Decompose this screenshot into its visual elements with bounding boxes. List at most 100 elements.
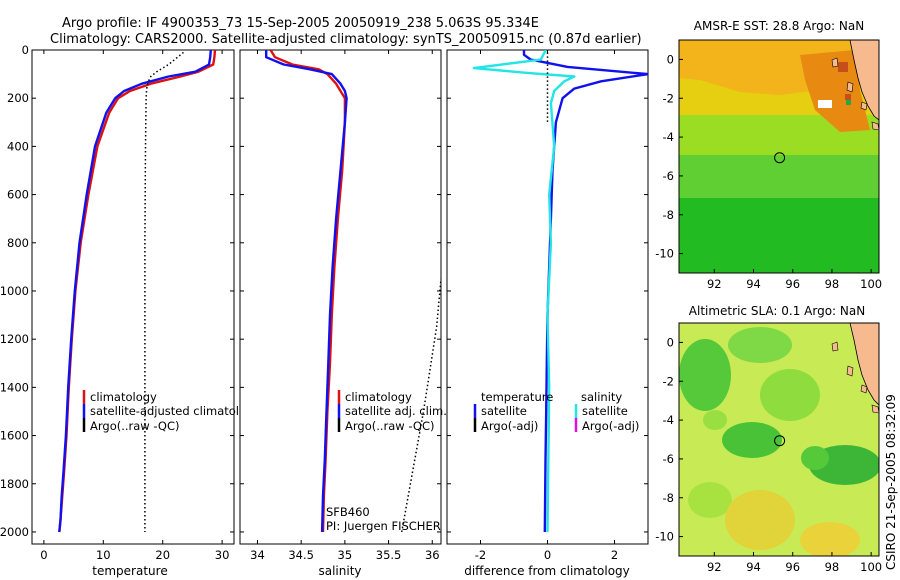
x-tick-label: 34.5 <box>288 548 314 562</box>
y-tick-label: 1400 <box>0 380 29 394</box>
legend-satellite-label: satellite-adjusted climatolog <box>90 404 253 418</box>
sla-mid-patch <box>703 410 727 430</box>
x-tick-label: 34 <box>250 548 265 562</box>
sst-land-island <box>871 121 879 131</box>
y-tick-label: 400 <box>7 139 29 153</box>
sst-hot-pixel <box>845 94 851 100</box>
temperature-series <box>58 50 217 533</box>
series-temperature-satellite <box>522 50 648 533</box>
map-y-tick-label: -2 <box>663 374 674 388</box>
series-argo-raw-qc <box>400 278 441 533</box>
salinity-xlabel: salinity <box>318 564 361 578</box>
map-y-tick-label: -4 <box>663 413 674 427</box>
sla-map-field <box>679 323 879 556</box>
legend-temp-satellite-label: satellite <box>481 404 527 418</box>
series-satellite-adjusted-climatology <box>58 50 212 533</box>
map-y-tick-label: -8 <box>663 491 674 505</box>
map-x-tick-label: 92 <box>707 560 722 574</box>
map-y-tick-label: -10 <box>655 247 674 261</box>
x-tick-label: -2 <box>475 548 486 562</box>
map-y-tick-label: -4 <box>663 130 674 144</box>
y-tick-label: 2000 <box>0 525 29 539</box>
sst-map-title: AMSR-E SST: 28.8 Argo: NaN <box>694 19 864 33</box>
sla-low-patch <box>728 327 792 363</box>
temperature-legend: climatology satellite-adjusted climatolo… <box>82 390 253 433</box>
map-x-tick-label: 100 <box>860 277 882 291</box>
sst-land-sumatra <box>849 40 879 121</box>
map-x-tick-label: 98 <box>825 277 840 291</box>
sst-green-pixel <box>846 100 851 105</box>
map-y-tick-label: 0 <box>667 52 674 66</box>
sst-map-panel: AMSR-E SST: 28.8 Argo: NaN 92 94 96 98 100 0 -… <box>655 19 882 291</box>
sla-land-island <box>860 384 868 394</box>
sst-land-island <box>831 57 839 68</box>
map-x-tick-label: 92 <box>707 277 722 291</box>
x-tick-label: 20 <box>155 548 170 562</box>
salinity-panel: 34 34.5 35 35.5 36 salinity climatology sate… <box>239 49 447 578</box>
legend-climatology-label: climatology <box>90 390 157 404</box>
sla-high-patch <box>725 490 795 550</box>
sst-map-field <box>679 40 879 273</box>
map-y-tick-label: -6 <box>663 169 674 183</box>
legend-climatology-label: climatology <box>345 390 412 404</box>
legend-satellite-label: satellite adj. clim. <box>345 404 447 418</box>
map-x-tick-label: 96 <box>785 277 800 291</box>
sla-high-patch <box>800 522 860 556</box>
sst-map-ticks: 92 94 96 98 100 0 -2 -4 -6 -8 -10 <box>655 52 882 291</box>
legend-sal-satellite-label: satellite <box>582 404 628 418</box>
map-y-tick-label: -10 <box>655 530 674 544</box>
sla-land-island <box>846 365 854 377</box>
sst-missing-pixel <box>818 100 832 108</box>
x-tick-label: 0 <box>40 548 47 562</box>
x-tick-label: 0 <box>544 548 551 562</box>
difference-legend: temperature satellite Argo(-adj) salinit… <box>473 390 639 433</box>
sla-map-title: Altimetric SLA: 0.1 Argo: NaN <box>689 304 865 318</box>
series-argo-raw-qc <box>144 51 184 532</box>
sla-land-island <box>871 404 879 414</box>
y-tick-label: 200 <box>7 91 29 105</box>
legend-temp-argo-label: Argo(-adj) <box>481 419 538 433</box>
x-tick-label: 30 <box>215 548 230 562</box>
sst-warmest-zone <box>800 50 870 132</box>
y-tick-label: 1600 <box>0 429 29 443</box>
sst-land-island <box>846 81 854 93</box>
salinity-ticks: 34 34.5 35 35.5 36 <box>240 49 441 562</box>
map-y-tick-label: -6 <box>663 452 674 466</box>
map-x-tick-label: 94 <box>746 277 761 291</box>
sst-hot-pixel <box>838 62 848 72</box>
sst-map-frame <box>678 39 880 274</box>
y-tick-label: 800 <box>7 236 29 250</box>
difference-ticks: -2 0 2 <box>447 49 648 562</box>
x-tick-label: 36 <box>425 548 440 562</box>
sla-argo-location-marker <box>774 435 786 447</box>
sla-low-patch <box>722 422 782 458</box>
title-line-1: Argo profile: IF 4900353_73 15-Sep-2005 … <box>62 16 539 31</box>
map-x-tick-label: 96 <box>785 560 800 574</box>
legend-argo-label: Argo(..raw -QC) <box>345 419 435 433</box>
map-x-tick-label: 98 <box>825 560 840 574</box>
series-salinity-satellite <box>472 50 576 533</box>
timestamp-side-label: CSIRO 21-Sep-2005 08:32:09 <box>884 394 898 570</box>
map-y-tick-label: -2 <box>663 91 674 105</box>
y-tick-label: 1000 <box>0 284 29 298</box>
sla-mid-patch <box>688 482 732 518</box>
series-satellite-adj-clim <box>265 50 348 533</box>
difference-series <box>472 50 648 533</box>
map-x-tick-label: 94 <box>746 560 761 574</box>
x-tick-label: 2 <box>611 548 618 562</box>
sla-land-island <box>831 341 839 352</box>
sla-map-panel: Altimetric SLA: 0.1 Argo: NaN 92 94 96 98 10… <box>655 304 882 574</box>
legend-temperature-heading: temperature <box>481 390 553 404</box>
x-tick-label: 10 <box>96 548 111 562</box>
legend-argo-label: Argo(..raw -QC) <box>90 419 180 433</box>
legend-sal-argo-label: Argo(-adj) <box>582 419 639 433</box>
sst-argo-location-marker <box>774 152 786 164</box>
temperature-xlabel: temperature <box>92 564 167 578</box>
sla-low-patch <box>679 339 731 411</box>
float-annotation-line1: SFB460 <box>326 505 370 519</box>
x-tick-label: 35.5 <box>376 548 402 562</box>
salinity-legend: climatology satellite adj. clim. Argo(..… <box>337 390 447 433</box>
y-tick-label: 0 <box>22 43 29 57</box>
map-x-tick-label: 100 <box>860 560 882 574</box>
salinity-series <box>265 50 441 533</box>
